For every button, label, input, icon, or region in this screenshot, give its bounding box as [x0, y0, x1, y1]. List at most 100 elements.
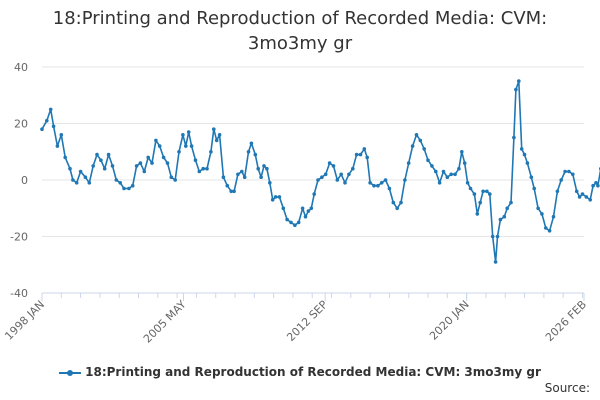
data-point[interactable]	[181, 133, 185, 137]
data-point[interactable]	[399, 200, 403, 205]
data-point[interactable]	[536, 206, 540, 211]
data-point[interactable]	[59, 133, 64, 137]
data-point[interactable]	[559, 178, 563, 182]
data-point[interactable]	[358, 152, 363, 157]
data-point[interactable]	[110, 164, 115, 168]
data-point[interactable]	[437, 181, 442, 185]
data-point[interactable]	[83, 175, 88, 179]
data-point[interactable]	[327, 161, 332, 165]
data-point[interactable]	[209, 150, 213, 154]
data-point[interactable]	[240, 169, 244, 174]
data-point[interactable]	[457, 166, 461, 171]
data-point[interactable]	[270, 198, 275, 202]
data-point[interactable]	[502, 214, 507, 219]
data-point[interactable]	[114, 178, 119, 182]
data-point[interactable]	[193, 158, 198, 162]
data-point[interactable]	[221, 175, 226, 179]
data-point[interactable]	[379, 181, 384, 185]
data-point[interactable]	[422, 147, 427, 151]
data-point[interactable]	[173, 178, 177, 182]
data-point[interactable]	[201, 166, 205, 171]
data-point[interactable]	[130, 183, 135, 188]
data-point[interactable]	[212, 127, 216, 131]
data-point[interactable]	[478, 200, 483, 205]
data-point[interactable]	[253, 152, 258, 157]
data-point[interactable]	[265, 166, 269, 171]
data-point[interactable]	[242, 175, 247, 179]
data-point[interactable]	[481, 189, 485, 194]
data-point[interactable]	[273, 195, 278, 199]
data-point[interactable]	[161, 155, 166, 160]
data-point[interactable]	[418, 138, 423, 143]
data-point[interactable]	[547, 229, 552, 233]
data-point[interactable]	[509, 200, 513, 205]
data-point[interactable]	[544, 226, 548, 230]
data-point[interactable]	[519, 147, 524, 151]
data-point[interactable]	[296, 220, 301, 225]
data-point[interactable]	[277, 195, 282, 199]
data-point[interactable]	[347, 172, 351, 177]
data-point[interactable]	[584, 195, 589, 199]
data-point[interactable]	[184, 144, 188, 148]
data-point[interactable]	[490, 234, 495, 239]
data-point[interactable]	[95, 152, 99, 157]
data-point[interactable]	[63, 155, 67, 160]
data-point[interactable]	[426, 158, 430, 162]
data-point[interactable]	[485, 189, 489, 194]
data-point[interactable]	[154, 138, 158, 143]
data-point[interactable]	[488, 192, 492, 196]
data-point[interactable]	[525, 161, 530, 165]
data-point[interactable]	[229, 189, 233, 194]
data-point[interactable]	[372, 183, 376, 188]
data-point[interactable]	[150, 161, 154, 165]
data-point[interactable]	[142, 169, 147, 174]
data-point[interactable]	[246, 150, 251, 154]
data-point[interactable]	[522, 152, 527, 157]
legend[interactable]: 18:Printing and Reproduction of Recorded…	[0, 365, 600, 379]
data-point[interactable]	[197, 169, 202, 174]
data-point[interactable]	[563, 169, 567, 174]
data-point[interactable]	[472, 192, 477, 196]
data-point[interactable]	[127, 186, 131, 191]
data-point[interactable]	[78, 169, 83, 174]
data-point[interactable]	[362, 147, 367, 151]
data-point[interactable]	[571, 172, 575, 177]
data-point[interactable]	[300, 206, 305, 211]
data-point[interactable]	[312, 192, 317, 196]
data-point[interactable]	[460, 150, 464, 154]
data-point[interactable]	[45, 118, 49, 123]
data-point[interactable]	[354, 152, 359, 157]
data-point[interactable]	[316, 178, 320, 182]
data-point[interactable]	[51, 124, 56, 129]
data-point[interactable]	[540, 212, 544, 216]
data-point[interactable]	[138, 161, 143, 165]
data-point[interactable]	[505, 206, 510, 211]
data-point[interactable]	[74, 181, 79, 185]
data-point[interactable]	[40, 127, 44, 131]
data-point[interactable]	[580, 192, 585, 196]
data-point[interactable]	[465, 181, 470, 185]
data-point[interactable]	[186, 130, 191, 134]
data-point[interactable]	[118, 181, 122, 185]
data-point[interactable]	[577, 195, 582, 199]
data-point[interactable]	[591, 183, 595, 188]
data-point[interactable]	[99, 158, 103, 162]
data-point[interactable]	[309, 206, 314, 211]
data-point[interactable]	[445, 175, 450, 179]
data-point[interactable]	[365, 155, 370, 160]
data-point[interactable]	[91, 164, 95, 168]
data-point[interactable]	[303, 214, 308, 219]
data-point[interactable]	[146, 155, 150, 160]
data-point[interactable]	[551, 214, 556, 219]
data-point[interactable]	[177, 150, 181, 154]
data-point[interactable]	[87, 181, 92, 185]
data-point[interactable]	[262, 164, 266, 168]
data-point[interactable]	[532, 186, 536, 191]
data-point[interactable]	[453, 172, 457, 177]
data-point[interactable]	[281, 206, 286, 211]
data-point[interactable]	[403, 178, 407, 182]
data-point[interactable]	[514, 87, 518, 92]
data-point[interactable]	[256, 166, 261, 171]
data-point[interactable]	[169, 175, 174, 179]
data-point[interactable]	[249, 141, 254, 146]
